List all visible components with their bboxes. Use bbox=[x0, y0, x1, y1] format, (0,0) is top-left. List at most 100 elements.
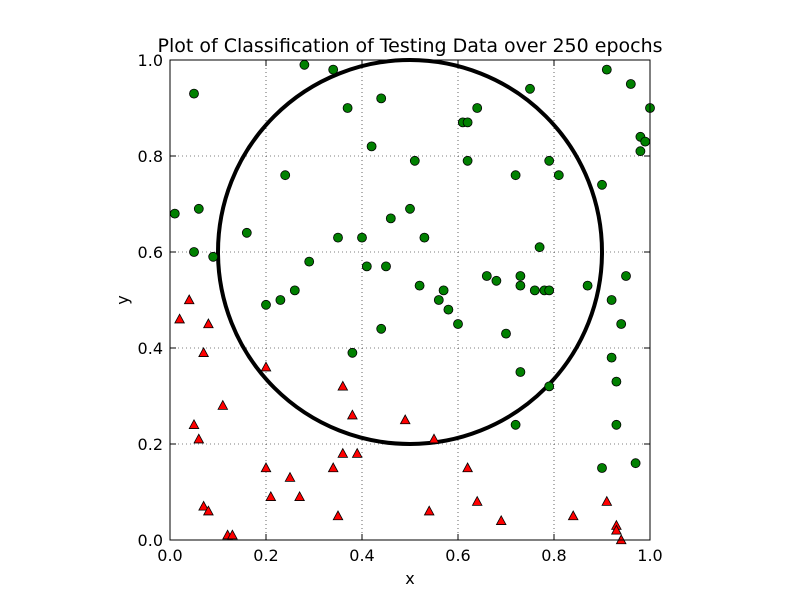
data-point-circle bbox=[544, 285, 555, 296]
data-point-circle bbox=[606, 352, 617, 363]
data-point-circle bbox=[261, 299, 271, 310]
data-point-circle bbox=[462, 117, 473, 128]
data-point-circle bbox=[621, 271, 631, 281]
data-point-circle bbox=[376, 93, 387, 104]
data-point-triangle bbox=[188, 418, 200, 429]
data-point-circle bbox=[361, 261, 372, 272]
grid bbox=[170, 60, 650, 540]
data-point-circle bbox=[299, 59, 310, 70]
data-point-circle bbox=[510, 170, 521, 181]
axis-ticks: 0.0 0.2 0.4 0.6 0.8 1.0 0.0 0.2 0.4 0.6 0.8 1.0 bbox=[138, 51, 663, 565]
data-point-triangle bbox=[601, 495, 613, 506]
data-point-circle bbox=[515, 271, 526, 281]
data-point-circle bbox=[472, 103, 483, 113]
data-point-circle bbox=[544, 155, 555, 166]
data-point-triangle bbox=[567, 510, 579, 521]
y-tick-label: 0.6 bbox=[138, 243, 163, 262]
x-axis-label: x bbox=[405, 569, 414, 588]
data-point-triangle bbox=[327, 462, 339, 473]
data-point-circle bbox=[462, 155, 473, 166]
data-point-circle bbox=[510, 419, 521, 430]
data-point-circle bbox=[534, 242, 545, 253]
data-point-circle bbox=[189, 247, 199, 257]
data-point-triangle bbox=[174, 313, 186, 324]
data-point-circle bbox=[611, 376, 622, 387]
data-point-triangle bbox=[226, 529, 238, 540]
data-point-circle bbox=[544, 381, 555, 392]
data-point-triangle bbox=[193, 433, 205, 444]
data-point-circle bbox=[414, 280, 425, 291]
data-point-circle bbox=[208, 251, 219, 262]
data-point-triangle bbox=[217, 399, 229, 410]
data-point-triangle bbox=[265, 490, 277, 501]
data-point-triangle bbox=[198, 500, 210, 511]
scatter-points bbox=[169, 59, 655, 545]
x-tick-label: 1.0 bbox=[637, 546, 662, 565]
data-point-circle bbox=[630, 458, 641, 469]
data-point-circle bbox=[635, 146, 646, 157]
data-point-circle bbox=[433, 295, 444, 305]
x-tick-label: 0.0 bbox=[157, 546, 182, 565]
data-point-circle bbox=[481, 271, 492, 281]
data-point-triangle bbox=[615, 534, 627, 545]
data-point-circle bbox=[275, 295, 286, 305]
data-point-circle bbox=[443, 304, 454, 315]
data-point-circle bbox=[453, 319, 463, 329]
data-point-triangle bbox=[462, 462, 474, 473]
data-point-circle bbox=[525, 83, 535, 94]
x-tick-label: 0.6 bbox=[445, 546, 470, 565]
data-point-circle bbox=[333, 232, 343, 243]
data-point-circle bbox=[553, 170, 564, 181]
data-point-circle bbox=[491, 275, 502, 286]
chart-title: Plot of Classification of Testing Data o… bbox=[157, 35, 662, 57]
y-tick-label: 0.0 bbox=[138, 531, 163, 550]
data-point-circle bbox=[616, 319, 627, 329]
data-point-circle bbox=[438, 285, 449, 296]
data-point-circle bbox=[189, 88, 199, 99]
data-point-circle bbox=[419, 232, 430, 243]
data-point-circle bbox=[366, 141, 377, 152]
data-point-circle bbox=[193, 203, 204, 214]
data-point-triangle bbox=[337, 380, 349, 391]
data-point-circle bbox=[611, 419, 622, 430]
data-point-circle bbox=[640, 136, 651, 147]
data-point-circle bbox=[625, 79, 636, 89]
data-point-triangle bbox=[332, 510, 344, 521]
data-point-triangle bbox=[423, 505, 435, 516]
data-point-circle bbox=[289, 285, 300, 296]
data-point-circle bbox=[241, 227, 252, 238]
data-point-triangle bbox=[260, 361, 272, 372]
data-point-triangle bbox=[399, 414, 411, 425]
y-tick-label: 0.4 bbox=[138, 339, 163, 358]
y-axis-label: y bbox=[113, 295, 132, 304]
data-point-circle bbox=[347, 347, 358, 358]
data-point-circle bbox=[515, 280, 526, 291]
data-point-circle bbox=[328, 64, 339, 75]
x-tick-label: 0.8 bbox=[541, 546, 566, 565]
plot-frame bbox=[169, 59, 651, 541]
data-point-circle bbox=[409, 155, 420, 166]
data-point-circle bbox=[342, 103, 353, 113]
data-point-circle bbox=[304, 256, 315, 267]
data-point-circle bbox=[405, 203, 415, 214]
data-point-circle bbox=[385, 213, 396, 224]
data-point-triangle bbox=[202, 318, 214, 329]
y-tick-label: 0.8 bbox=[138, 147, 163, 166]
data-point-triangle bbox=[337, 447, 349, 458]
data-point-triangle bbox=[202, 505, 214, 516]
y-tick-label: 1.0 bbox=[138, 51, 163, 70]
data-point-circle bbox=[597, 463, 607, 473]
data-point-circle bbox=[381, 261, 391, 272]
data-point-triangle bbox=[294, 490, 306, 501]
data-point-triangle bbox=[610, 524, 622, 535]
data-point-circle bbox=[357, 232, 367, 243]
data-point-circle bbox=[582, 280, 593, 291]
data-point-circle bbox=[376, 323, 387, 334]
data-point-circle bbox=[501, 328, 511, 339]
data-point-circle bbox=[515, 367, 526, 377]
data-point-triangle bbox=[284, 471, 296, 482]
data-point-circle bbox=[529, 285, 540, 296]
data-point-triangle bbox=[183, 294, 195, 305]
data-point-circle bbox=[601, 64, 612, 75]
